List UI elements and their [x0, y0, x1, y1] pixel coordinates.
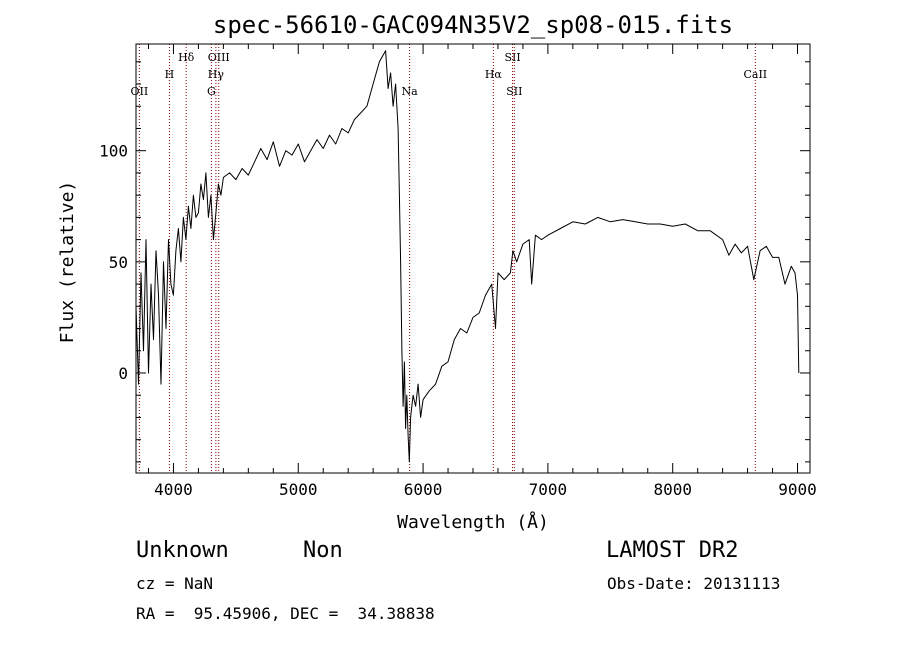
marker-label-7: Hα	[485, 68, 503, 81]
y-axis-label: Flux (relative)	[57, 181, 78, 344]
x-tick-label: 6000	[404, 480, 443, 499]
x-tick-label: 7000	[529, 480, 568, 499]
marker-label-0: OII	[131, 85, 149, 98]
plot-frame	[135, 43, 811, 474]
y-tick-label: 50	[109, 253, 128, 272]
marker-label-5: G	[207, 85, 216, 98]
y-tick-label: 100	[99, 142, 128, 161]
x-axis-label: Wavelength (Å)	[397, 511, 549, 533]
marker-label-4: Hγ	[208, 68, 225, 81]
x-tick-label: 8000	[653, 480, 692, 499]
marker-label-3: OIII	[208, 51, 230, 64]
marker-label-8: SII	[504, 51, 520, 64]
y-tick-label: 0	[118, 364, 128, 383]
obs-date: Obs-Date: 20131113	[607, 574, 781, 593]
marker-label-6: Na	[402, 85, 419, 98]
x-tick-label: 5000	[279, 480, 318, 499]
chart-title: spec-56610-GAC094N35V2_sp08-015.fits	[213, 11, 733, 39]
subclass-label: Non	[303, 538, 343, 563]
marker-label-2: Hδ	[178, 51, 195, 64]
marker-label-1: H	[165, 68, 175, 81]
radec-value: RA = 95.45906, DEC = 34.38838	[136, 604, 435, 623]
marker-label-9: SII	[506, 85, 522, 98]
x-tick-label: 4000	[154, 480, 193, 499]
cz-value: cz = NaN	[136, 574, 214, 593]
survey-label: LAMOST DR2	[606, 538, 739, 563]
spectrum-line	[135, 50, 800, 463]
x-tick-label: 9000	[778, 480, 817, 499]
axis-ticks: 4000 5000 6000 7000 8000 9000 0 50 100	[99, 44, 817, 499]
marker-label-10: CaII	[743, 68, 767, 81]
class-label: Unknown	[136, 538, 229, 563]
spectrum-series	[135, 50, 800, 463]
